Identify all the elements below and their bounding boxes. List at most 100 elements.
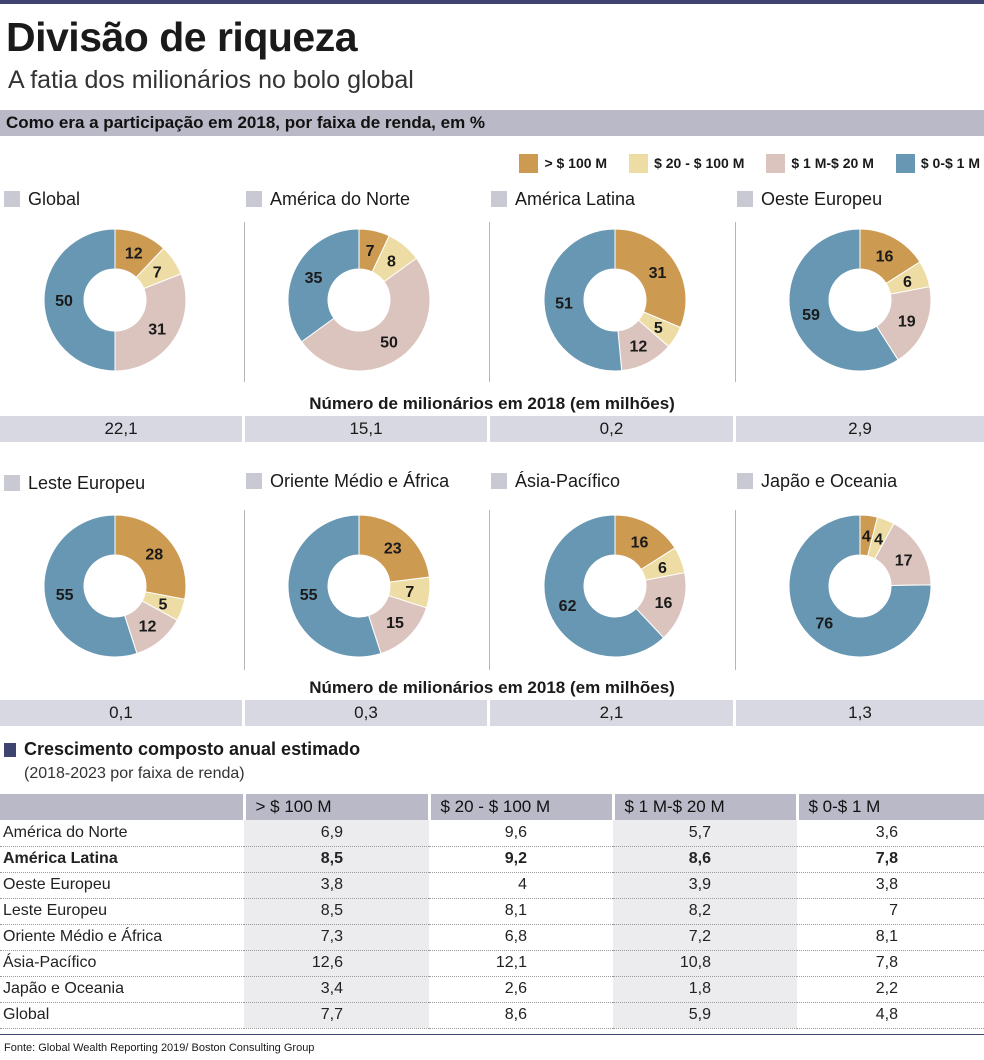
growth-header-row: > $ 100 M $ 20 - $ 100 M $ 1 M-$ 20 M $ … [0,794,984,820]
donut-slice-0to1 [43,228,116,372]
growth-region-cell: Oeste Europeu [0,872,244,899]
slice-value-label: 12 [629,338,647,355]
column-divider [735,510,736,670]
section-header-bar: Como era a participação em 2018, por fai… [0,110,984,136]
region-name: América do Norte [270,188,411,209]
region-name: Global [28,188,81,209]
region-name: Oeste Europeu [761,188,883,209]
slice-value-label: 50 [55,293,73,310]
count-cell: 2,1 [490,700,733,726]
count-title-row1: Número de milionários em 2018 (em milhõe… [309,394,675,413]
legend-label-20to100: $ 20 - $ 100 M [654,155,745,171]
donut-slice-0to1 [43,514,138,658]
count-cell: 0,3 [245,700,487,726]
growth-value-cell: 12,6 [244,950,429,977]
column-divider [244,222,245,382]
growth-value-cell: 8,2 [613,898,797,925]
growth-region-cell: Japão e Oceania [0,976,244,1003]
region-marker [491,473,507,489]
table-row: América Latina 8,5 9,2 8,6 7,8 [0,846,984,873]
slice-value-label: 16 [631,534,649,551]
donut-svg: 31 5 12 51 [543,228,687,372]
table-row: Leste Europeu 8,5 8,1 8,2 7 [0,898,984,925]
slice-value-label: 7 [405,584,414,601]
legend-item-gt100: > $ 100 M [519,153,608,173]
legend-swatch-0to1 [895,153,915,173]
growth-value-cell: 7,8 [797,846,984,873]
slice-value-label: 5 [159,596,168,613]
region-label-middle-east-africa: Oriente Médio e África [246,470,449,492]
slice-value-label: 6 [903,274,912,291]
growth-value-cell: 6,9 [244,820,429,847]
donut-slice-1to20 [875,286,932,361]
column-divider [489,510,490,670]
count-cell: 15,1 [245,416,487,442]
growth-region-cell: Ásia-Pacífico [0,950,244,977]
growth-col-header: $ 20 - $ 100 M [427,794,613,820]
count-row-1: 22,1 15,1 0,2 2,9 [0,416,984,442]
source-note: Fonte: Global Wealth Reporting 2019/ Bos… [4,1042,315,1054]
slice-value-label: 8 [387,254,396,271]
growth-col-header: $ 0-$ 1 M [795,794,984,820]
page-subtitle: A fatia dos milionários no bolo global [8,66,414,94]
legend-item-1to20: $ 1 M-$ 20 M [766,153,874,173]
column-divider [735,222,736,382]
region-marker [246,473,262,489]
donut-chart-middle-east-africa: 23 7 15 55 [279,506,439,666]
table-row: Global 7,7 8,6 5,9 4,8 [0,1002,984,1029]
region-name: Japão e Oceania [761,470,898,491]
slice-value-label: 31 [148,322,166,339]
region-label-japan-oceania: Japão e Oceania [737,470,897,492]
slice-value-label: 59 [802,307,820,324]
section-header: Como era a participação em 2018, por fai… [6,113,486,132]
donut-slice-gt100 [358,514,430,583]
slice-value-label: 16 [655,595,673,612]
table-row: Japão e Oceania 3,4 2,6 1,8 2,2 [0,976,984,1003]
growth-region-cell: América Latina [0,846,244,873]
slice-value-label: 23 [384,541,402,558]
table-row: América do Norte 6,9 9,6 5,7 3,6 [0,820,984,847]
growth-table: > $ 100 M $ 20 - $ 100 M $ 1 M-$ 20 M $ … [0,794,984,1029]
donut-slice-0to1 [287,514,382,658]
legend-swatch-gt100 [519,153,539,173]
chart-legend: > $ 100 M $ 20 - $ 100 M $ 1 M-$ 20 M $ … [497,152,980,174]
donut-svg: 23 715 55 [287,514,431,658]
growth-value-cell: 1,8 [613,976,797,1003]
donut-chart-global: 12 7 31 50 [35,220,195,380]
donut-slice-0to1 [543,514,665,658]
growth-heading: Crescimento composto anual estimado [4,739,360,760]
growth-value-cell: 3,6 [797,820,984,847]
growth-region-cell: Global [0,1002,244,1029]
column-divider [489,222,490,382]
donut-chart-latin-america: 31 5 12 51 [535,220,695,380]
donut-svg: 12 7 31 50 [43,228,187,372]
growth-value-cell: 3,8 [797,872,984,899]
growth-value-cell: 8,1 [797,924,984,951]
donut-svg: 4 4 17 76 [788,514,932,658]
growth-value-cell: 7,8 [797,950,984,977]
slice-value-label: 76 [815,615,833,632]
growth-value-cell: 7 [797,898,984,925]
legend-swatch-1to20 [766,153,786,173]
slice-value-label: 19 [898,313,916,330]
region-name: Ásia-Pacífico [515,470,621,491]
legend-label-gt100: > $ 100 M [544,155,608,171]
slice-value-label: 55 [56,587,74,604]
growth-value-cell: 5,9 [613,1002,797,1029]
growth-value-cell: 3,4 [244,976,429,1003]
growth-header-blank [0,794,244,820]
growth-region-cell: Oriente Médio e África [0,924,244,951]
top-rule [0,0,984,4]
donut-slice-0to1 [788,228,899,372]
region-marker [737,473,753,489]
growth-value-cell: 12,1 [429,950,613,977]
growth-value-cell: 8,1 [429,898,613,925]
count-cell: 1,3 [736,700,984,726]
region-label-eastern-europe: Leste Europeu [4,472,145,494]
slice-value-label: 15 [386,615,404,632]
slice-value-label: 5 [654,320,663,337]
slice-value-label: 7 [366,243,375,260]
growth-col-header: $ 1 M-$ 20 M [611,794,797,820]
growth-value-cell: 8,5 [244,898,429,925]
region-name: Oriente Médio e África [270,470,450,491]
